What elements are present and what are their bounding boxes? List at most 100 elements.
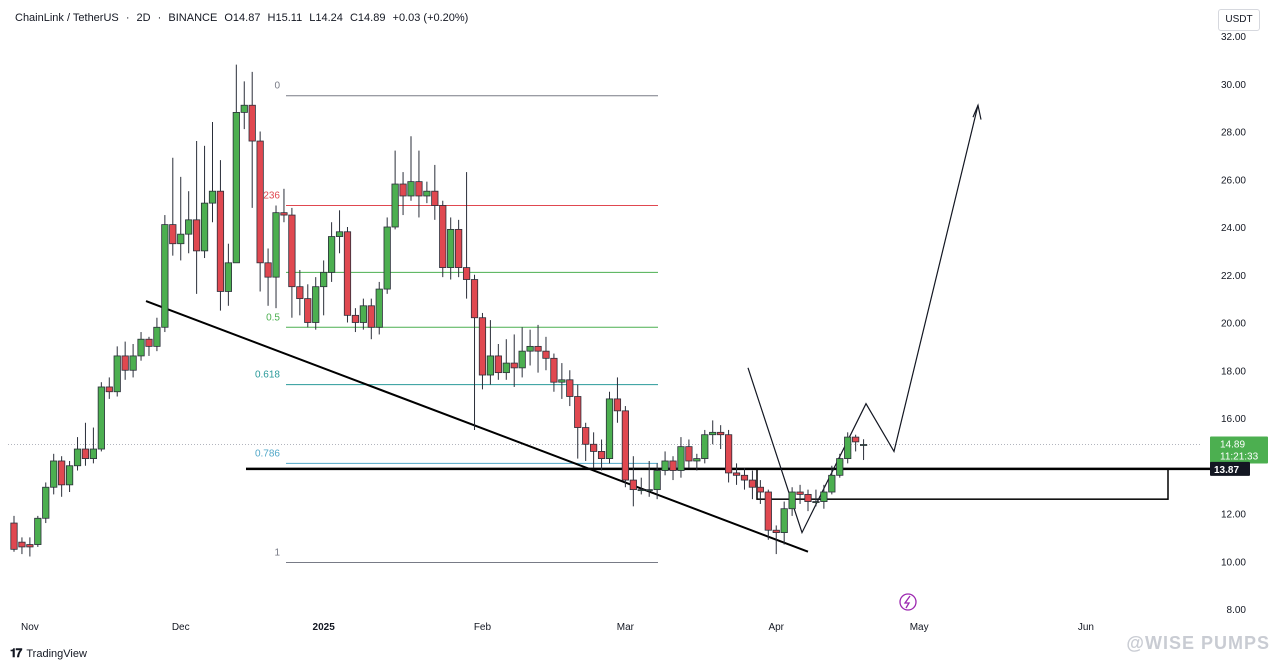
fib-level-label: 0.5 (266, 312, 280, 323)
candle (701, 429, 709, 464)
candle-body (740, 474, 749, 481)
candle (693, 453, 701, 471)
candle (351, 308, 360, 333)
candle (375, 281, 383, 335)
candle-body (764, 491, 772, 531)
candle-body (81, 448, 90, 459)
candle-body (510, 362, 518, 369)
candle-body (232, 112, 240, 264)
candle (439, 200, 447, 278)
currency-button[interactable]: USDT (1218, 9, 1260, 31)
candle-body (296, 286, 304, 300)
candle-body (50, 460, 58, 488)
candle (161, 215, 169, 333)
time-tick-label: Apr (768, 622, 784, 633)
candle-body (637, 489, 645, 492)
candle (177, 176, 185, 261)
price-tick-label: 30.00 (1221, 80, 1246, 91)
candle (296, 269, 304, 316)
lightning-icon[interactable] (899, 593, 917, 611)
candle-body (804, 493, 812, 502)
candle-body (399, 183, 407, 197)
candle (629, 456, 637, 507)
time-tick-label: 2025 (313, 622, 336, 633)
candle (208, 121, 217, 223)
candle (383, 217, 391, 294)
projection-arrowhead (972, 103, 982, 120)
candle (224, 243, 232, 306)
candle-body (34, 517, 42, 545)
ohlc-high: H15.11 (267, 12, 303, 24)
candle (637, 477, 645, 495)
price-tick-label: 22.00 (1221, 271, 1246, 282)
candle-body (772, 529, 780, 534)
candle-body (264, 262, 272, 278)
descending-trendline (145, 300, 809, 553)
price-tick-label: 26.00 (1221, 175, 1246, 186)
candle-body (145, 338, 153, 347)
price-tick-label: 24.00 (1221, 223, 1246, 234)
fib-level-label: 1 (274, 547, 280, 558)
candle-body (502, 362, 510, 374)
price-tick-label: 18.00 (1221, 366, 1246, 377)
time-tick-label: Dec (172, 622, 190, 633)
candle (725, 429, 733, 483)
candle (550, 353, 558, 392)
exchange-label: BINANCE (168, 12, 218, 24)
candle (18, 537, 26, 555)
candle (399, 172, 407, 216)
candle (780, 501, 788, 545)
last-price-value: 14.89 (1220, 440, 1245, 451)
candle-body (335, 231, 344, 237)
candle (740, 468, 749, 490)
time-axis[interactable]: Nov Dec 2025 Feb Mar Apr May Jun (21, 622, 1094, 633)
candle (264, 248, 272, 306)
candle-body (558, 379, 566, 383)
candle (717, 425, 725, 450)
candle-body (169, 224, 177, 245)
candle-body (359, 305, 367, 323)
candle-body (820, 491, 828, 502)
last-price-tag (1210, 436, 1268, 464)
fib-level-label: 236 (263, 191, 280, 202)
fibonacci-retracement: 0 236 0.5 0.618 0.786 1 (255, 81, 658, 563)
candle-body (105, 386, 113, 393)
candle (359, 298, 367, 330)
price-tick-label: 10.00 (1221, 557, 1246, 568)
candle (653, 463, 661, 500)
candle-body (288, 214, 296, 288)
countdown-value: 11:21:33 (1220, 452, 1259, 463)
candle (764, 489, 772, 540)
candle-body (462, 267, 471, 280)
candle (502, 339, 510, 380)
candle-body (597, 451, 606, 459)
candle (526, 329, 534, 366)
candle-body (423, 190, 431, 197)
candle (486, 320, 495, 385)
candle (50, 453, 58, 495)
chart-header: ChainLink / TetherUS · 2D · BINANCE O14.… (15, 12, 469, 24)
candle-body (709, 431, 717, 436)
candle-body (621, 410, 629, 481)
candle (597, 439, 606, 471)
candle-body (653, 470, 661, 491)
candle (113, 346, 121, 397)
candle (73, 437, 82, 471)
candle-body (717, 431, 725, 436)
candle (312, 277, 320, 330)
candle-body (89, 448, 97, 459)
candle-body (542, 350, 550, 359)
price-tick-label: 28.00 (1221, 128, 1246, 139)
candle-body (455, 228, 463, 268)
price-axis[interactable]: 8.0010.0012.0014.0016.0018.0020.0022.002… (1221, 32, 1246, 616)
price-tick-label: 32.00 (1221, 32, 1246, 43)
fib-level-label: 0.618 (255, 370, 280, 381)
candle (685, 439, 693, 469)
candle (248, 71, 256, 208)
candle-body (645, 489, 653, 492)
tradingview-brand[interactable]: 𝟏𝟕 TradingView (10, 646, 87, 661)
candle-body (327, 236, 336, 273)
brand-name: TradingView (26, 647, 87, 660)
